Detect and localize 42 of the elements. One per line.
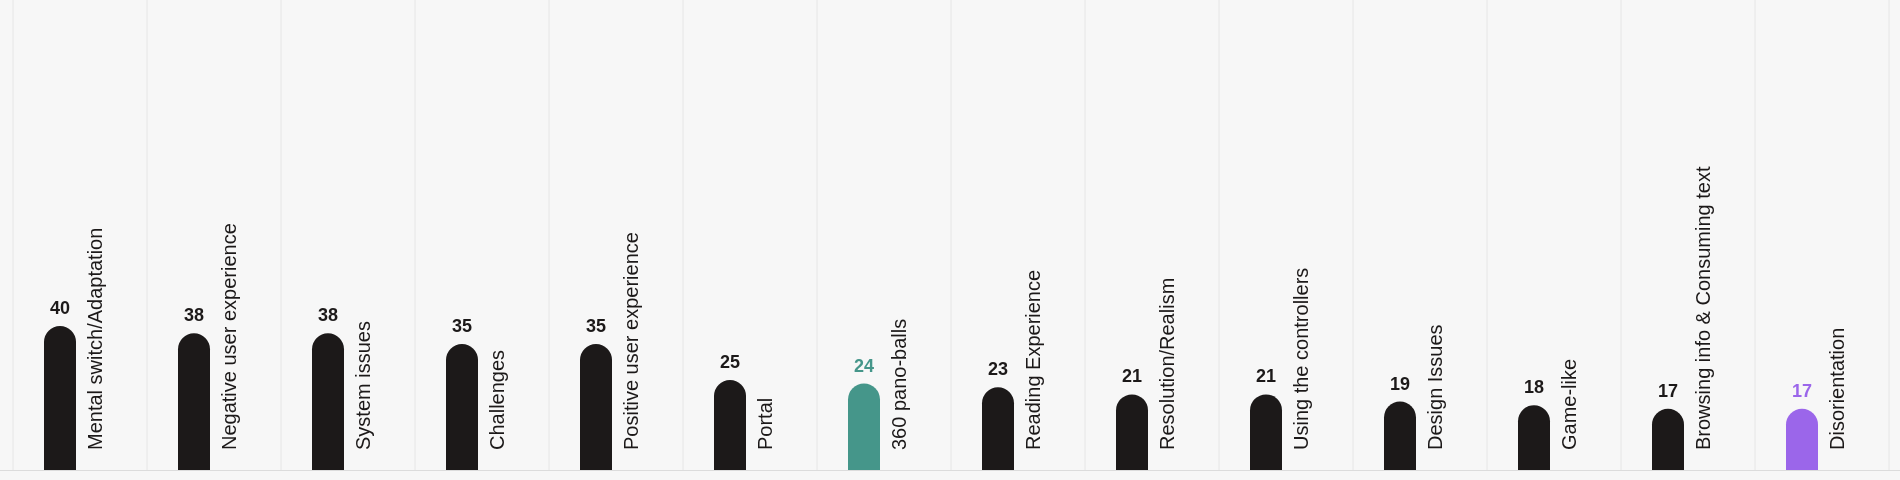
x-tick-label: Resolution/Realism — [1156, 277, 1178, 450]
data-label: 17 — [1791, 380, 1813, 401]
x-tick-label: System issues — [352, 321, 374, 450]
x-tick-label: Portal — [754, 397, 776, 450]
x-tick-label: Browsing info & Consuming text — [1692, 166, 1714, 450]
data-label: 35 — [585, 316, 607, 336]
bar — [1652, 408, 1684, 470]
data-label: 38 — [317, 305, 339, 326]
x-tick-label: Using the controllers — [1290, 267, 1312, 450]
data-label: 24 — [853, 355, 875, 376]
x-tick-label: Negative user experience — [218, 223, 240, 450]
bar — [1384, 401, 1416, 470]
x-tick-label: Design Issues — [1424, 324, 1446, 450]
data-label: 38 — [183, 305, 205, 326]
bar — [178, 333, 210, 470]
data-label: 21 — [1255, 366, 1277, 387]
bar — [44, 326, 76, 470]
bar — [580, 344, 612, 470]
data-label: 19 — [1389, 373, 1411, 394]
data-label: 21 — [1121, 366, 1143, 387]
data-label: 40 — [49, 298, 71, 318]
bar — [1786, 408, 1818, 470]
bar — [1250, 394, 1282, 470]
x-tick-label: Game-like — [1558, 358, 1580, 450]
bar — [982, 387, 1014, 470]
data-label: 23 — [987, 359, 1009, 380]
bar — [1116, 394, 1148, 470]
x-tick-label: Disorientation — [1826, 327, 1848, 450]
x-tick-label: 360 pano-balls — [888, 318, 910, 450]
bar — [1518, 405, 1550, 470]
bar — [446, 344, 478, 470]
x-tick-label: Challenges — [486, 349, 508, 450]
data-label: 18 — [1523, 377, 1545, 398]
x-tick-label: Positive user experience — [620, 232, 642, 450]
data-label: 17 — [1657, 380, 1679, 401]
bar — [312, 333, 344, 470]
data-label: 25 — [719, 352, 741, 372]
data-label: 35 — [451, 316, 473, 336]
x-tick-label: Mental switch/Adaptation — [84, 227, 106, 450]
bar — [848, 383, 880, 470]
bar — [714, 380, 746, 470]
x-tick-label: Reading Experience — [1022, 269, 1044, 450]
